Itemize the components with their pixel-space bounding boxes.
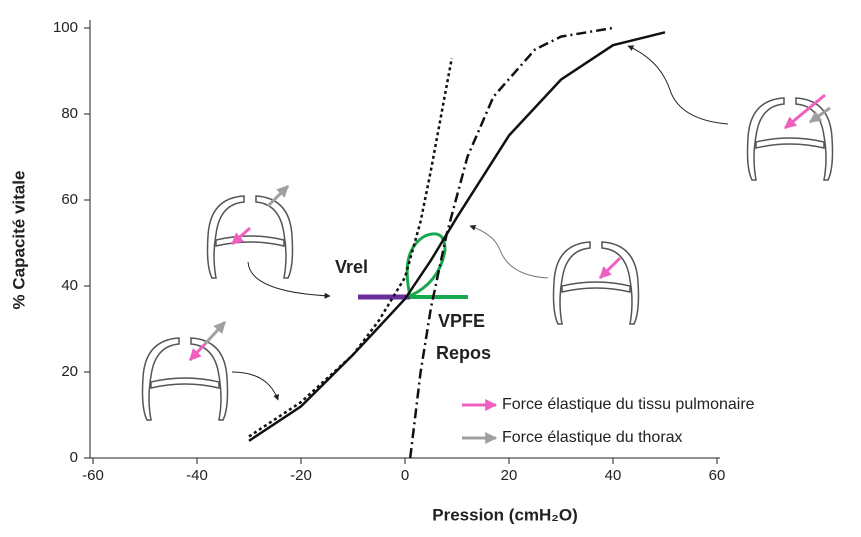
x-tick-label: 0 bbox=[401, 467, 409, 484]
legend-label: Force élastique du thorax bbox=[502, 429, 683, 446]
curve bbox=[248, 57, 454, 438]
x-tick-label: -20 bbox=[290, 467, 312, 484]
x-tick-label: -60 bbox=[82, 467, 104, 484]
y-tick-label: 100 bbox=[53, 19, 78, 36]
legend-label: Force élastique du tissu pulmonaire bbox=[502, 396, 755, 413]
x-axis-title: Pression (cmH₂O) bbox=[432, 505, 577, 524]
annotation: Repos bbox=[436, 343, 491, 363]
x-tick-label: -40 bbox=[186, 467, 208, 484]
x-tick-label: 60 bbox=[709, 467, 726, 484]
y-tick-label: 0 bbox=[70, 449, 78, 466]
annotation: Vrel bbox=[335, 257, 368, 277]
illustrations bbox=[141, 45, 834, 421]
x-tick-label: 40 bbox=[605, 467, 622, 484]
y-tick-label: 60 bbox=[61, 191, 78, 208]
curve bbox=[248, 31, 666, 442]
curve bbox=[408, 26, 614, 459]
y-tick-label: 20 bbox=[61, 363, 78, 380]
annotation: VPFE bbox=[438, 311, 485, 331]
y-tick-label: 40 bbox=[61, 277, 78, 294]
y-axis-title: % Capacité vitale bbox=[9, 171, 28, 310]
x-tick-label: 20 bbox=[501, 467, 518, 484]
y-tick-label: 80 bbox=[61, 105, 78, 122]
